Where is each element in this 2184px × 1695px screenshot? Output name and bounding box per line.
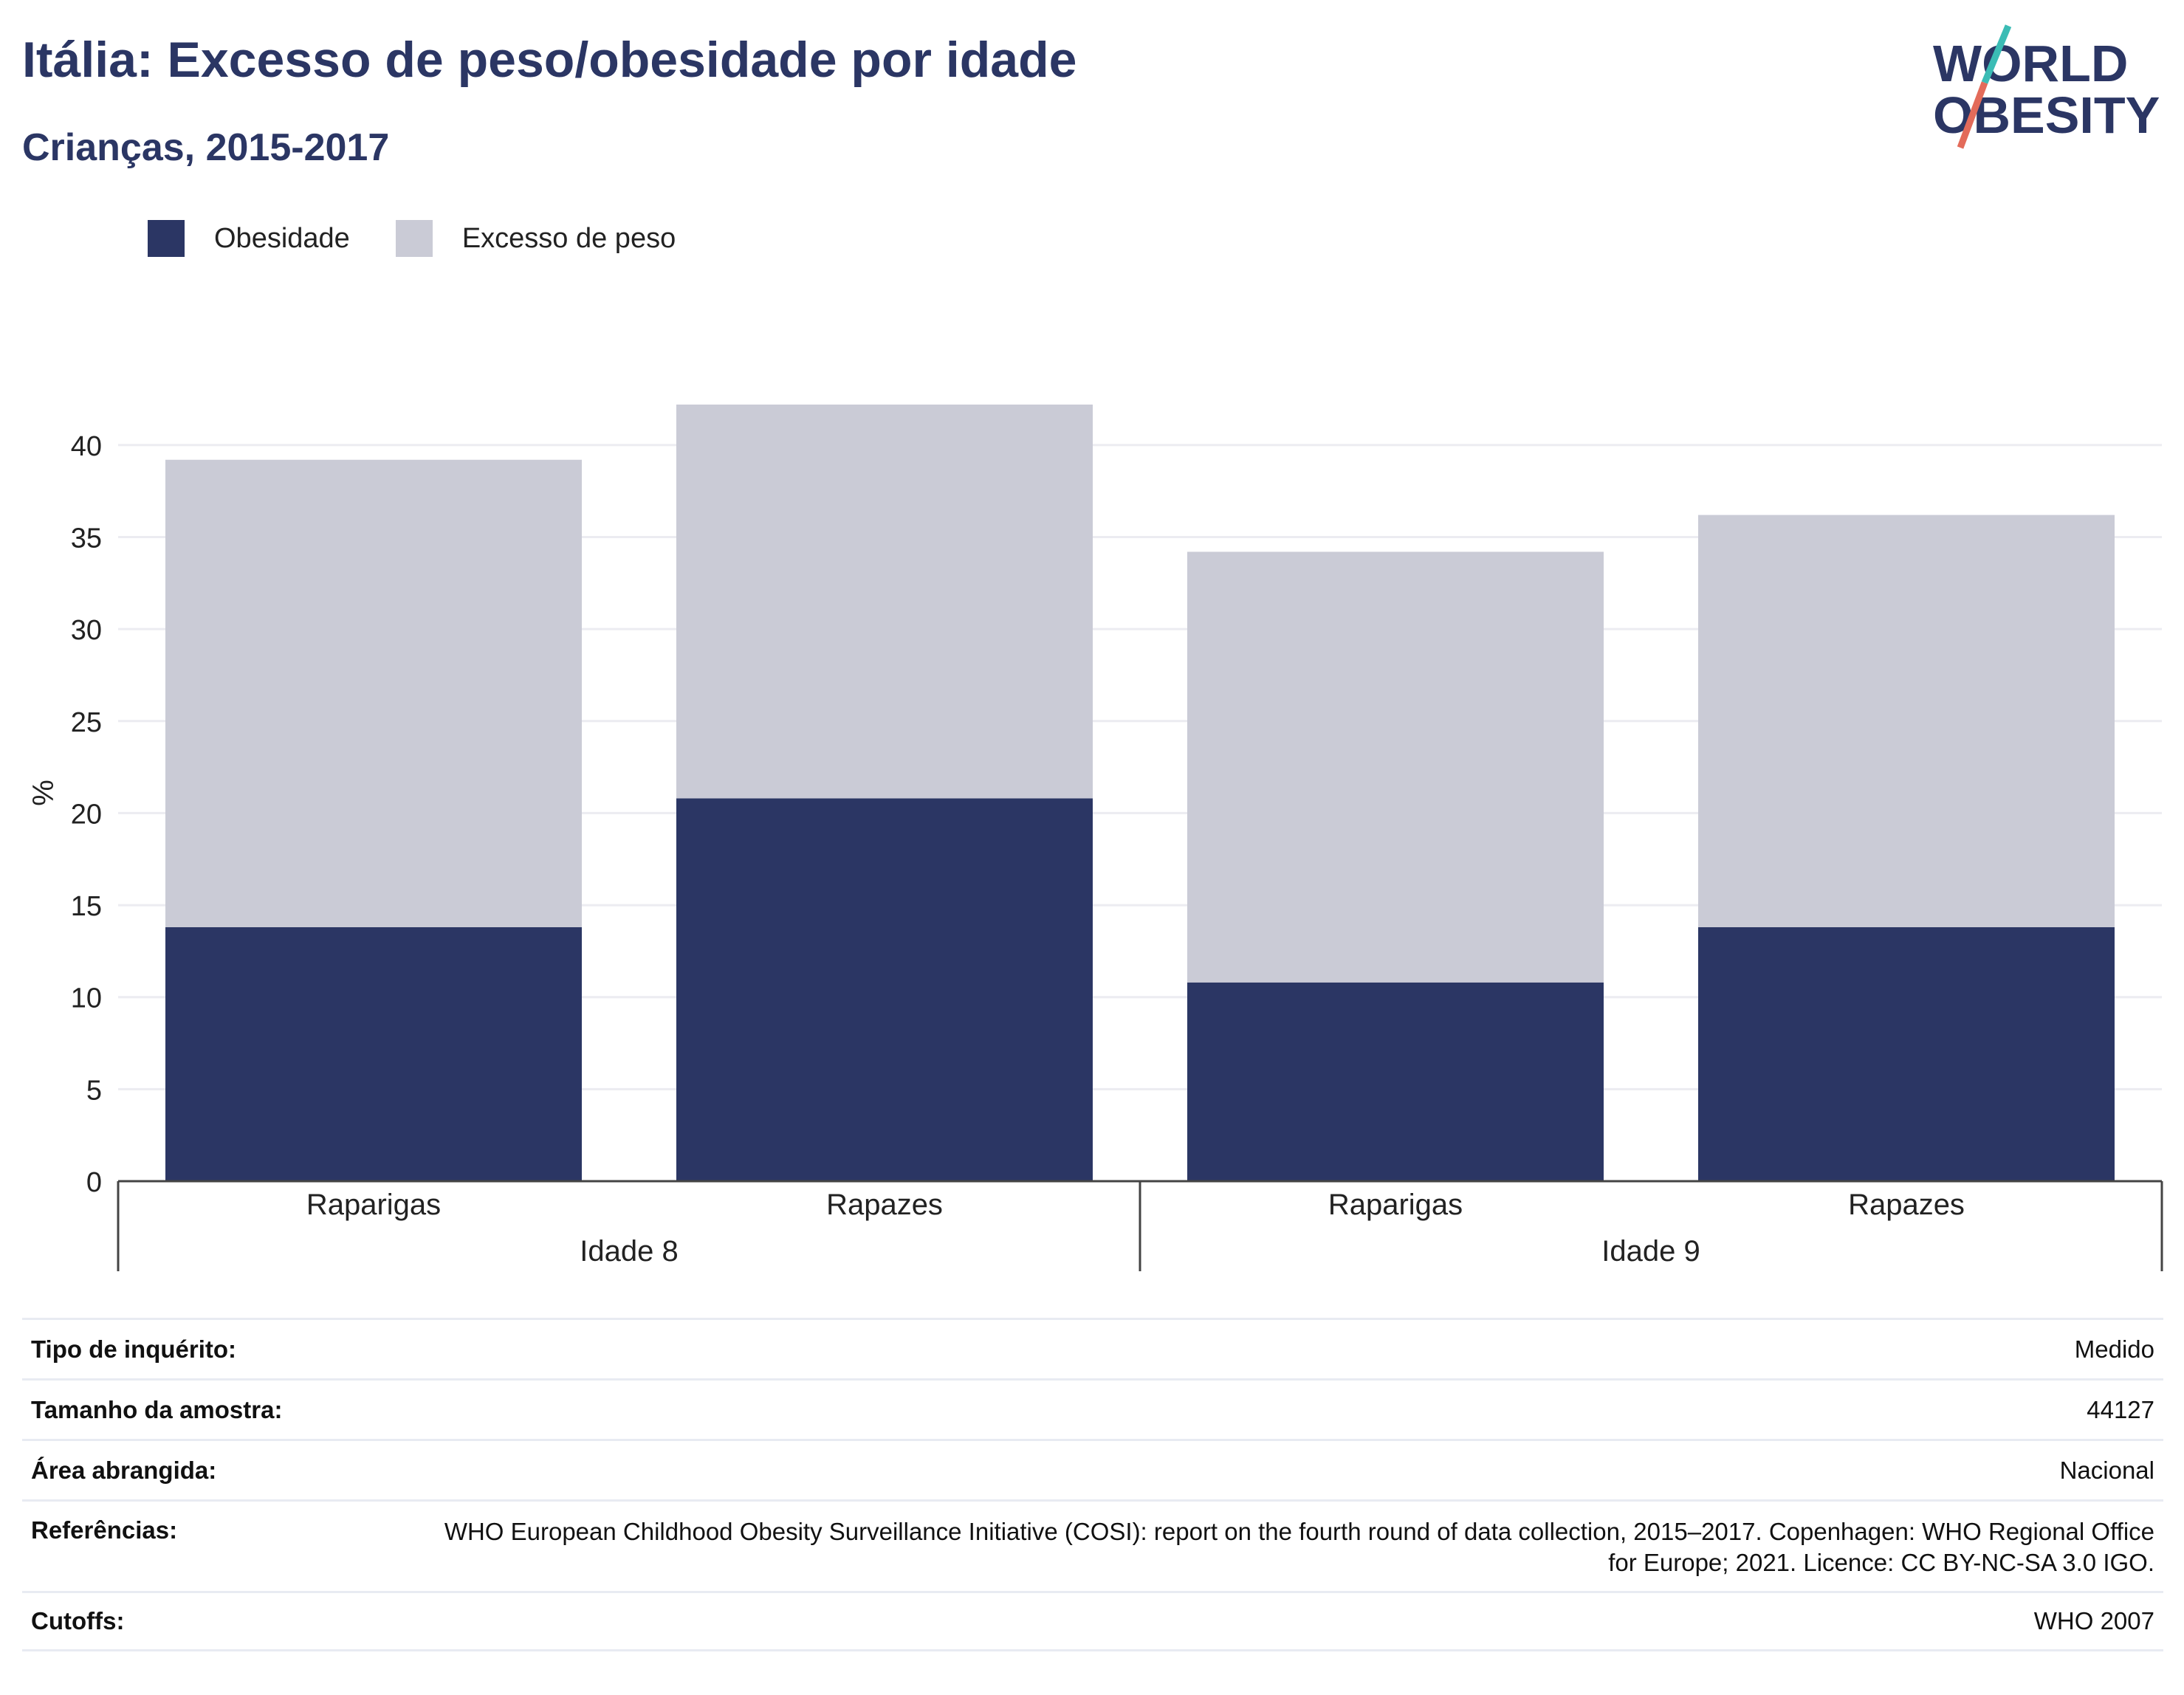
- y-tick-label: 15: [71, 891, 102, 922]
- info-row-sample-size: Tamanho da amostra: 44127: [22, 1378, 2163, 1439]
- y-tick-label: 5: [86, 1075, 102, 1106]
- bar-overweight: [676, 405, 1093, 799]
- bar-chart: 0 5 10 15 20 25 30 35 40% Raparigas Rapazes Raparig…: [27, 405, 2163, 1271]
- group-label: Idade 8: [580, 1235, 678, 1268]
- bar-overweight: [165, 459, 582, 927]
- bar-overweight: [1698, 515, 2115, 927]
- bar-obesity: [165, 926, 582, 1181]
- info-value: WHO European Childhood Obesity Surveilla…: [444, 1518, 2154, 1576]
- logo-line1: WORLD: [1933, 35, 2128, 92]
- info-row-references: Referências: WHO European Childhood Obes…: [22, 1499, 2163, 1591]
- x-tick-label: Rapazes: [826, 1189, 943, 1221]
- chart-legend: Obesidade Excesso de peso: [148, 220, 721, 257]
- info-key: Cutoffs:: [31, 1607, 125, 1634]
- x-tick-label: Rapazes: [1848, 1189, 1965, 1221]
- info-key: Tamanho da amostra:: [31, 1395, 283, 1423]
- legend-item-obesity: Obesidade: [148, 220, 350, 257]
- y-tick-label: 20: [71, 799, 102, 830]
- bar-overweight: [1187, 551, 1604, 983]
- info-value: WHO 2007: [2033, 1607, 2154, 1634]
- y-axis-label: %: [27, 780, 60, 806]
- y-tick-label: 35: [71, 523, 102, 554]
- logo-slash-red-icon: [1957, 81, 1988, 149]
- y-tick-label: 10: [71, 983, 102, 1014]
- y-tick-label: 0: [86, 1167, 102, 1198]
- y-tick-label: 25: [71, 707, 102, 738]
- info-row-cutoffs: Cutoffs: WHO 2007: [22, 1591, 2163, 1651]
- legend-label-overweight: Excesso de peso: [461, 222, 676, 254]
- info-value: 44127: [2087, 1395, 2154, 1423]
- y-tick-label: 30: [71, 615, 102, 646]
- info-key: Área abrangida:: [31, 1456, 217, 1484]
- y-tick-label: 40: [71, 431, 102, 462]
- x-tick-label: Raparigas: [306, 1189, 441, 1221]
- legend-swatch-obesity: [148, 220, 185, 257]
- bar-obesity: [1698, 926, 2115, 1181]
- info-value: Medido: [2074, 1335, 2154, 1363]
- info-table: Tipo de inquérito: Medido Tamanho da amo…: [22, 1318, 2163, 1651]
- legend-swatch-overweight: [395, 220, 433, 257]
- world-obesity-logo: WORLD OBESITY: [1933, 24, 2160, 149]
- logo-slash-teal-icon: [1981, 24, 2012, 84]
- info-row-area: Área abrangida: Nacional: [22, 1439, 2163, 1499]
- x-tick-label: Raparigas: [1328, 1189, 1463, 1221]
- bar-obesity: [676, 798, 1093, 1181]
- info-value: Nacional: [2059, 1456, 2154, 1484]
- info-row-survey-type: Tipo de inquérito: Medido: [22, 1318, 2163, 1378]
- legend-label-obesity: Obesidade: [214, 222, 350, 254]
- info-key: Referências:: [31, 1516, 178, 1544]
- info-key: Tipo de inquérito:: [31, 1335, 237, 1363]
- legend-item-overweight: Excesso de peso: [395, 220, 676, 257]
- chart-title: Itália: Excesso de peso/obesidade por id…: [22, 32, 1077, 88]
- chart-subtitle: Crianças, 2015-2017: [22, 126, 390, 169]
- group-label: Idade 9: [1601, 1235, 1700, 1268]
- bar-obesity: [1187, 982, 1604, 1181]
